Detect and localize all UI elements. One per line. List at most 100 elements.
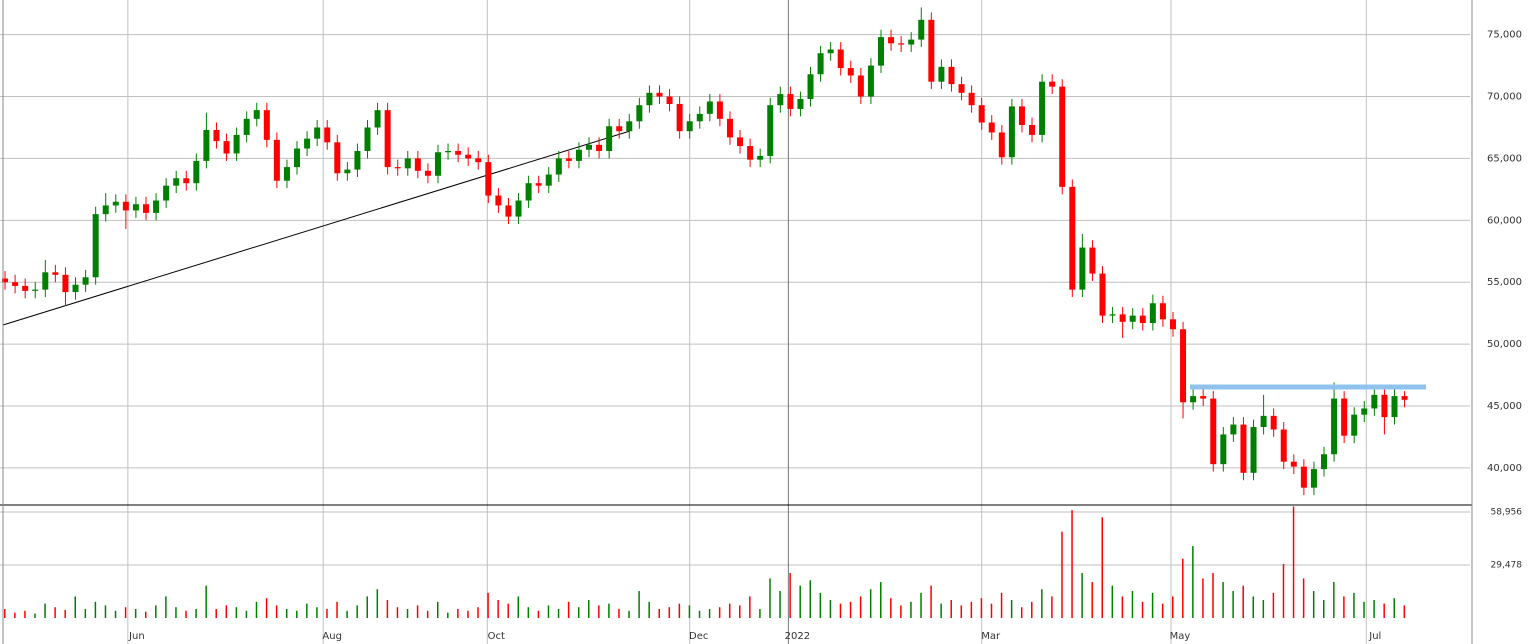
candle-body [424, 170, 431, 176]
x-tick-label: 2022 [785, 631, 810, 642]
volume-bar [688, 605, 691, 618]
candle-body [394, 167, 401, 169]
candle-body [706, 101, 713, 114]
volume-bar [14, 612, 16, 618]
candle-body [626, 121, 633, 132]
candle-body [364, 127, 371, 152]
candle-body [455, 151, 462, 155]
volume-bar [1161, 603, 1164, 618]
candle-body [1109, 314, 1116, 316]
candle-body [747, 146, 754, 160]
candle-body [1341, 398, 1348, 436]
volume-bar [648, 601, 650, 618]
candle-body [525, 183, 532, 201]
volume-bar [557, 609, 560, 618]
volume-bar [296, 610, 298, 618]
volume-bar [618, 609, 620, 618]
candle-body [1321, 454, 1328, 470]
volume-bar [1141, 601, 1144, 618]
candle-body [193, 160, 200, 184]
volume-bar [547, 605, 550, 618]
volume-bar [1323, 600, 1325, 618]
volume-bar [567, 601, 570, 618]
volume-bar [1182, 558, 1184, 618]
volume-bar [1393, 598, 1395, 618]
volume-bar [1091, 582, 1093, 618]
volume-bar [306, 603, 308, 618]
candle-body [837, 49, 844, 69]
candle-body [1169, 319, 1176, 330]
x-tick-label: Aug [322, 631, 342, 642]
candle-body [1049, 81, 1056, 87]
candle-body [1079, 247, 1086, 290]
volume-bar [376, 589, 379, 618]
volume-bar [769, 578, 771, 618]
candle-body [112, 201, 119, 206]
candle-body [827, 49, 834, 54]
candle-body [153, 200, 160, 213]
volume-bar [1081, 573, 1083, 618]
candle-body [1371, 394, 1378, 409]
volume-bar [507, 603, 509, 618]
candle-body [767, 105, 774, 156]
volume-bar [104, 605, 107, 618]
candle-body [485, 162, 492, 196]
candle-body [1351, 414, 1358, 436]
candle-body [1200, 396, 1207, 399]
candle-body [142, 204, 149, 213]
candle-body [1401, 396, 1408, 400]
candle-body [646, 92, 653, 106]
y-tick-label: 45,000 [1487, 401, 1522, 412]
volume-bar [1000, 592, 1003, 618]
candle-body [1210, 398, 1217, 465]
volume-bar [749, 596, 751, 618]
candle-body [384, 110, 391, 168]
candle-body [1180, 329, 1187, 403]
volume-bar [1031, 601, 1033, 618]
candle-body [1331, 398, 1338, 455]
volume-bar [638, 591, 640, 618]
candle-body [696, 113, 703, 122]
candle-body [354, 151, 361, 170]
volume-bar [1403, 605, 1406, 618]
candle-body [545, 174, 552, 186]
volume-bar [890, 598, 892, 618]
candle-body [32, 289, 39, 291]
volume-bar [1010, 600, 1013, 618]
y-tick-label: 50,000 [1487, 339, 1522, 350]
candle-body [294, 148, 301, 168]
candle-body [1270, 415, 1277, 430]
candle-body [847, 68, 854, 76]
volume-bar [44, 603, 46, 618]
candle-body [1220, 434, 1227, 465]
candle-body [1260, 415, 1267, 428]
candle-body [324, 127, 331, 143]
candle-body [1159, 303, 1166, 320]
candle-body [314, 127, 321, 139]
volume-bar [658, 609, 660, 618]
candle-body [938, 66, 945, 82]
volume-bar [1041, 589, 1043, 618]
volume-bar [829, 600, 832, 618]
volume-bar [1383, 603, 1385, 618]
volume-bar [799, 585, 801, 618]
candle-body [958, 84, 965, 93]
candle-body [898, 43, 905, 45]
volume-bar [900, 605, 902, 618]
y-tick-label: 60,000 [1487, 215, 1522, 226]
candle-body [888, 37, 895, 44]
candle-body [62, 274, 69, 293]
volume-bar [34, 613, 36, 618]
candle-body [434, 152, 441, 176]
volume-bar [1192, 546, 1194, 618]
volume-bar [94, 601, 97, 618]
volume-bar [64, 609, 66, 618]
volume-bar [1333, 582, 1335, 618]
volume-bar [879, 582, 882, 618]
volume-bar [718, 607, 721, 618]
volume-bar [477, 607, 479, 618]
volume-bar [940, 603, 942, 618]
volume-bar [759, 609, 761, 618]
volume-bar [1312, 591, 1315, 618]
